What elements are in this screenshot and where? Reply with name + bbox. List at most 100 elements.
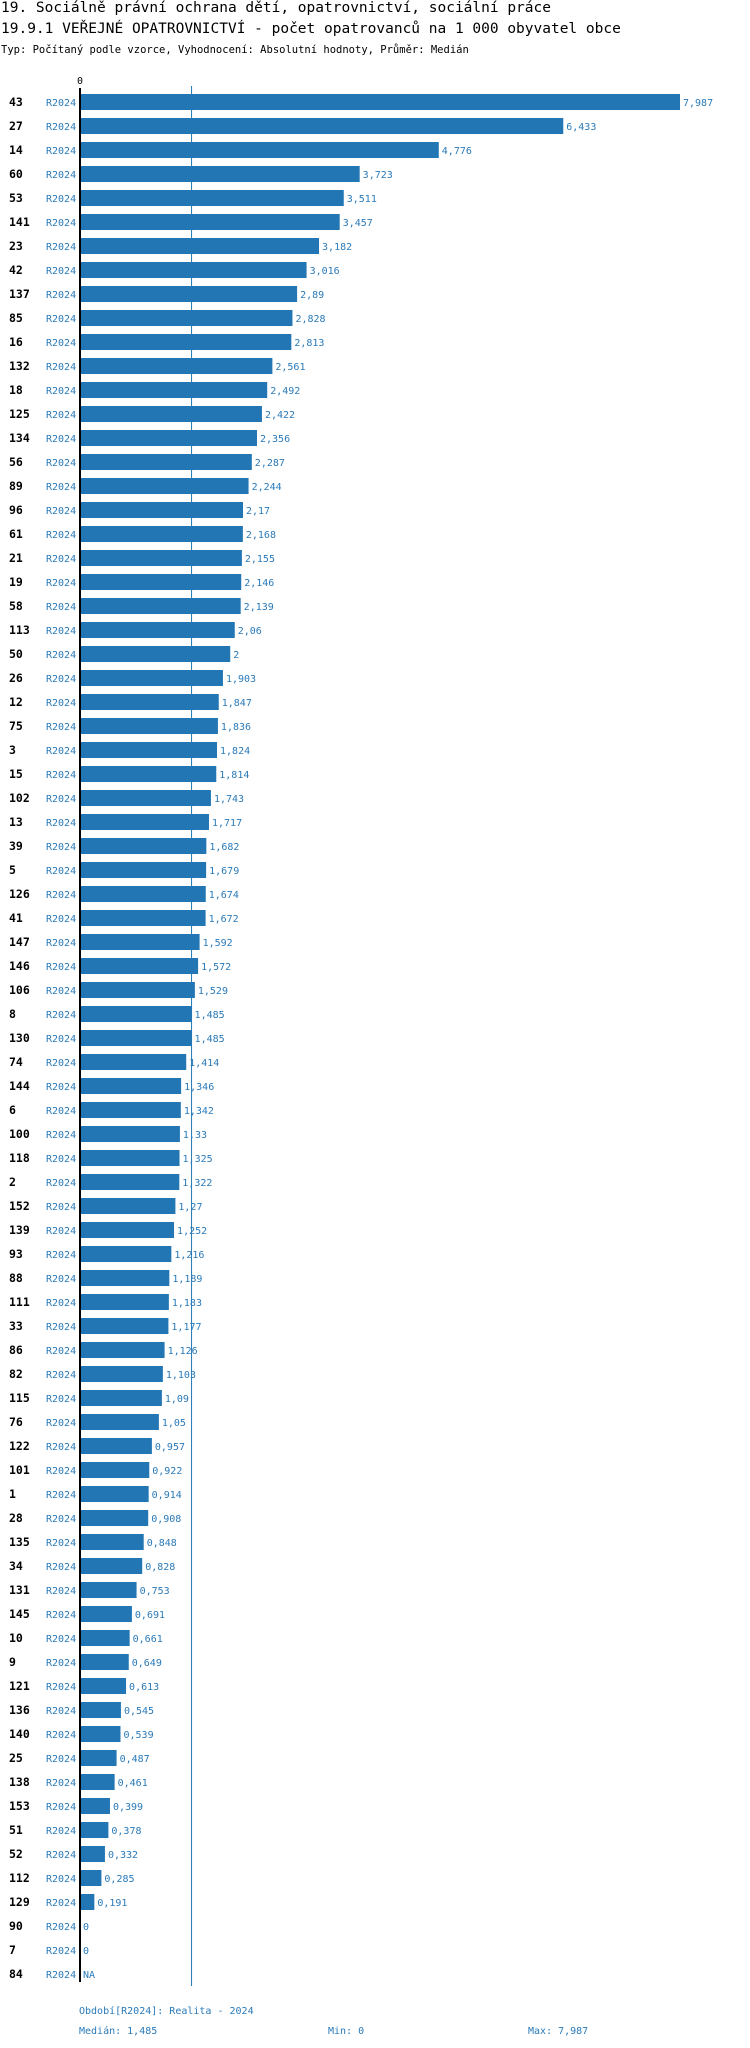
bar — [80, 94, 680, 110]
data-label: 0,753 — [140, 1586, 170, 1597]
series-label: R2024 — [46, 650, 76, 661]
series-label: R2024 — [46, 1898, 76, 1909]
bar — [80, 334, 292, 350]
bar — [80, 1102, 181, 1118]
bar — [80, 814, 209, 830]
data-label: 7,987 — [683, 98, 713, 109]
series-label: R2024 — [46, 1322, 76, 1333]
bar — [80, 958, 199, 974]
category-label: 122 — [9, 1439, 30, 1453]
category-label: 85 — [9, 311, 23, 325]
data-label: 0 — [83, 1922, 89, 1933]
data-label: 1,177 — [171, 1322, 201, 1333]
bar — [80, 718, 218, 734]
series-label: R2024 — [46, 1130, 76, 1141]
series-label: R2024 — [46, 1754, 76, 1765]
category-label: 144 — [9, 1079, 30, 1093]
data-label: 1,414 — [189, 1058, 219, 1069]
series-label: R2024 — [46, 1730, 76, 1741]
category-label: 56 — [9, 455, 23, 469]
category-label: 5 — [9, 863, 16, 877]
series-label: R2024 — [46, 1418, 76, 1429]
data-label: 1,674 — [209, 890, 239, 901]
chart-title: 19. Sociálně právní ochrana dětí, opatro… — [1, 0, 551, 16]
data-label: 3,182 — [322, 242, 352, 253]
category-label: 101 — [9, 1463, 30, 1477]
category-label: 129 — [9, 1895, 30, 1909]
category-label: 112 — [9, 1871, 30, 1885]
series-label: R2024 — [46, 1106, 76, 1117]
bar — [80, 166, 360, 182]
series-label: R2024 — [46, 1682, 76, 1693]
data-label: 2,828 — [295, 314, 325, 325]
series-label: R2024 — [46, 962, 76, 973]
series-label: R2024 — [46, 1178, 76, 1189]
category-label: 25 — [9, 1751, 23, 1765]
category-label: 153 — [9, 1799, 30, 1813]
chart-subtitle-indicator: 19.9.1 VEŘEJNÉ OPATROVNICTVÍ - počet opa… — [1, 21, 621, 37]
series-label: R2024 — [46, 1490, 76, 1501]
series-label: R2024 — [46, 458, 76, 469]
data-label: 1,743 — [214, 794, 244, 805]
bar — [80, 1318, 169, 1334]
bar — [80, 862, 207, 878]
category-label: 113 — [9, 623, 30, 637]
data-label: 6,433 — [566, 122, 596, 133]
category-label: 115 — [9, 1391, 30, 1405]
category-label: 152 — [9, 1199, 30, 1213]
bar — [80, 982, 195, 998]
category-label: 140 — [9, 1727, 30, 1741]
series-label: R2024 — [46, 314, 76, 325]
data-label: 0,539 — [123, 1730, 153, 1741]
category-label: 15 — [9, 767, 23, 781]
category-label: 132 — [9, 359, 30, 373]
category-label: 96 — [9, 503, 23, 517]
category-label: 16 — [9, 335, 23, 349]
bar — [80, 1366, 163, 1382]
data-label: 2,139 — [244, 602, 274, 613]
category-label: 76 — [9, 1415, 23, 1429]
bar — [80, 550, 242, 566]
series-label: R2024 — [46, 506, 76, 517]
series-label: R2024 — [46, 242, 76, 253]
series-label: R2024 — [46, 338, 76, 349]
series-label: R2024 — [46, 1610, 76, 1621]
series-label: R2024 — [46, 914, 76, 925]
data-label: 1,346 — [184, 1082, 214, 1093]
data-label: 1,189 — [172, 1274, 202, 1285]
footer-max: Max: 7,987 — [528, 2026, 589, 2037]
series-label: R2024 — [46, 1970, 76, 1981]
bar — [80, 1462, 150, 1478]
series-label: R2024 — [46, 842, 76, 853]
bar — [80, 214, 340, 230]
category-label: 19 — [9, 575, 23, 589]
data-label: 2,17 — [246, 506, 270, 517]
category-label: 89 — [9, 479, 23, 493]
bar — [80, 1678, 127, 1694]
bar — [80, 1750, 117, 1766]
bar — [80, 646, 231, 662]
data-label: 3,723 — [363, 170, 393, 181]
data-label: 0,332 — [108, 1850, 138, 1861]
bar — [80, 1726, 121, 1742]
category-label: 23 — [9, 239, 23, 253]
bar — [80, 598, 241, 614]
data-label: 1,09 — [165, 1394, 189, 1405]
data-label: 1,33 — [183, 1130, 207, 1141]
bar — [80, 934, 200, 950]
bar — [80, 118, 564, 134]
bar — [80, 670, 223, 686]
bar — [80, 526, 243, 542]
data-label: 2,356 — [260, 434, 290, 445]
x-axis-tick-label: 0 — [77, 76, 83, 87]
data-label: 1,572 — [201, 962, 231, 973]
data-label: 1,679 — [209, 866, 239, 877]
category-label: 9 — [9, 1655, 16, 1669]
series-label: R2024 — [46, 1826, 76, 1837]
data-label: 0,649 — [132, 1658, 162, 1669]
bar — [80, 1534, 144, 1550]
category-label: 125 — [9, 407, 30, 421]
data-label: 0,461 — [118, 1778, 148, 1789]
series-label: R2024 — [46, 146, 76, 157]
